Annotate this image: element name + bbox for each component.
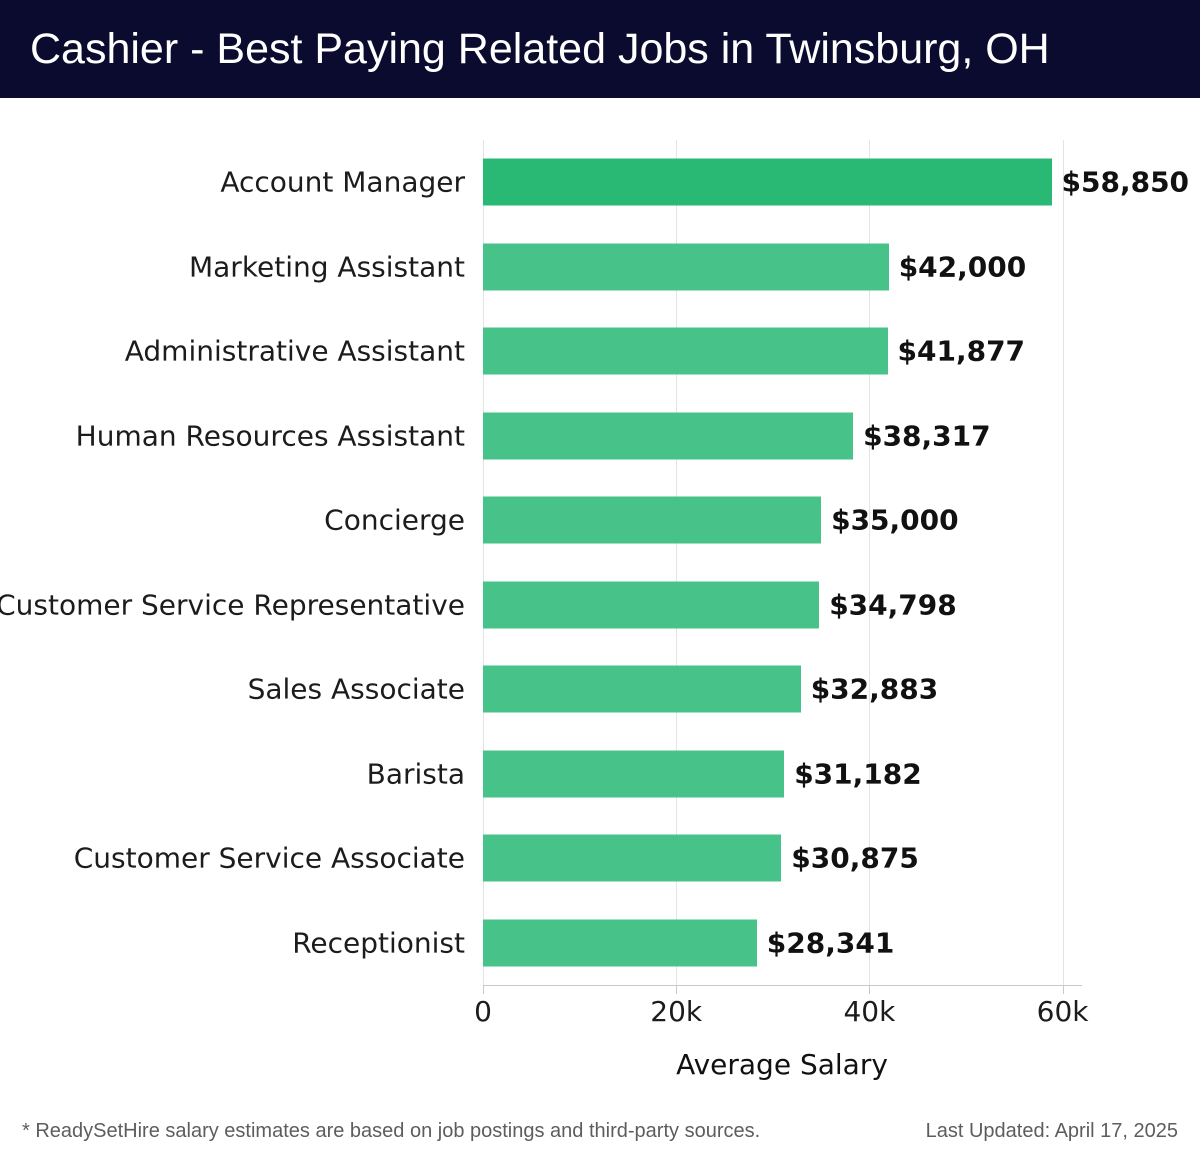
bar-row: Receptionist $28,341 <box>0 901 1200 986</box>
bar-value-label: $42,000 <box>898 250 1027 284</box>
x-tick-label: 60k <box>1036 995 1089 1028</box>
gridline <box>483 140 484 985</box>
bar-row: Sales Associate $32,883 <box>0 647 1200 732</box>
bar-category-label: Account Manager <box>220 165 465 199</box>
bar-row: Barista $31,182 <box>0 732 1200 817</box>
bar-category-label: Customer Service Representative <box>0 588 465 622</box>
tick-mark <box>1062 986 1064 994</box>
gridline <box>1062 140 1064 985</box>
tick-mark <box>483 986 484 994</box>
bar-row: Administrative Assistant $41,877 <box>0 309 1200 394</box>
bar-row: Human Resources Assistant $38,317 <box>0 394 1200 479</box>
bar-value-label: $34,798 <box>829 588 957 622</box>
tick-mark <box>676 986 678 994</box>
bar-row: Account Manager $58,850 <box>0 140 1200 225</box>
bar-value-label: $28,341 <box>766 926 895 960</box>
bar-row: Customer Service Associate $30,875 <box>0 816 1200 901</box>
bar <box>483 665 801 713</box>
gridline <box>869 140 871 985</box>
bar-value-label: $41,877 <box>897 334 1026 368</box>
bar-value-label: $38,317 <box>863 419 991 453</box>
bar-value-label: $32,883 <box>810 672 939 706</box>
footer-disclaimer: * ReadySetHire salary estimates are base… <box>22 1120 761 1142</box>
bar-category-label: Barista <box>366 757 465 791</box>
bar-category-label: Marketing Assistant <box>188 250 465 284</box>
bar <box>483 243 889 291</box>
bar <box>483 158 1052 206</box>
x-tick-label: 40k <box>843 995 896 1028</box>
bar <box>483 581 820 629</box>
bar <box>483 496 822 544</box>
bar-category-label: Customer Service Associate <box>73 841 465 875</box>
bar <box>483 412 854 460</box>
chart-title: Cashier - Best Paying Related Jobs in Tw… <box>30 24 1050 73</box>
bar-value-label: $35,000 <box>831 503 959 537</box>
bar-row: Concierge $35,000 <box>0 478 1200 563</box>
bar-category-label: Human Resources Assistant <box>75 419 465 453</box>
footer-last-updated: Last Updated: April 17, 2025 <box>925 1120 1178 1142</box>
bar <box>483 327 888 375</box>
chart-header: Cashier - Best Paying Related Jobs in Tw… <box>0 0 1200 98</box>
bar-value-label: $30,875 <box>791 841 919 875</box>
tick-mark <box>869 986 871 994</box>
bar-category-label: Receptionist <box>292 926 465 960</box>
bar-category-label: Concierge <box>324 503 465 537</box>
x-axis-title: Average Salary <box>676 1048 888 1081</box>
bar-category-label: Administrative Assistant <box>124 334 465 368</box>
bar-category-label: Sales Associate <box>247 672 465 706</box>
bar <box>483 750 785 798</box>
bar <box>483 919 757 967</box>
x-tick-label: 0 <box>474 995 492 1028</box>
bar-row: Customer Service Representative $34,798 <box>0 563 1200 648</box>
bar-row: Marketing Assistant $42,000 <box>0 225 1200 310</box>
bar-value-label: $58,850 <box>1061 165 1190 199</box>
x-axis-line <box>483 985 1082 986</box>
bar <box>483 834 782 882</box>
x-tick-label: 20k <box>650 995 703 1028</box>
gridline <box>676 140 678 985</box>
bar-value-label: $31,182 <box>794 757 922 791</box>
